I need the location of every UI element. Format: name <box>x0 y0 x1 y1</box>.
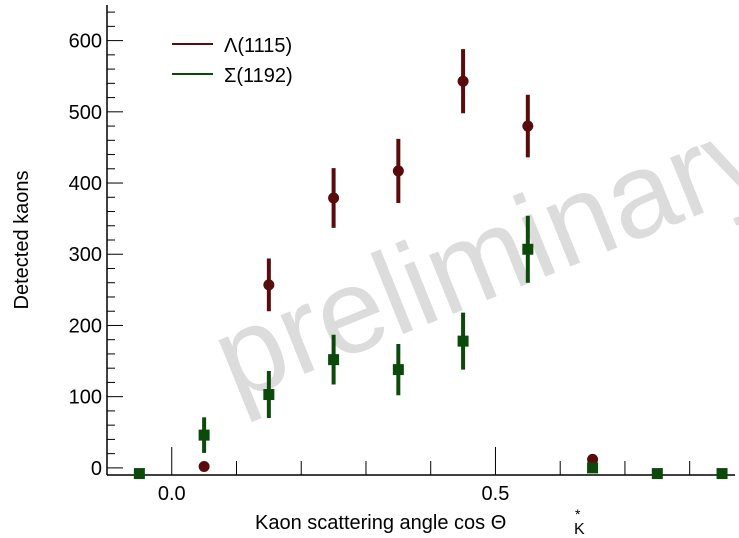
legend: Λ(1115) Σ(1192) <box>172 35 293 87</box>
x-axis-title-main: Kaon scattering angle cos Θ <box>255 512 506 534</box>
data-point-sigma <box>263 389 275 401</box>
y-tick-label: 600 <box>69 31 102 53</box>
data-marks <box>133 49 728 480</box>
data-point-sigma <box>651 468 663 480</box>
data-point-lambda <box>587 453 599 465</box>
legend-label-sigma: Σ(1192) <box>224 65 293 87</box>
y-tick-label: 0 <box>91 458 102 480</box>
data-point-sigma <box>133 468 145 480</box>
data-point-sigma <box>198 429 210 441</box>
data-point-sigma <box>716 468 728 480</box>
data-point-sigma <box>522 243 534 255</box>
y-axis-title: Detected kaons <box>11 171 33 310</box>
y-tick-label: 300 <box>69 244 102 266</box>
data-point-lambda <box>263 279 275 291</box>
data-point-sigma <box>457 335 469 347</box>
x-tick-label: 0.5 <box>482 483 510 505</box>
legend-label-lambda: Λ(1115) <box>224 35 292 57</box>
x-tick-label: 0.0 <box>158 483 186 505</box>
x-axis-title-superscript: * <box>575 506 581 522</box>
x-axis-title: Kaon scattering angle cos Θ <box>255 512 506 534</box>
y-tick-label: 200 <box>69 315 102 337</box>
data-point-sigma <box>392 364 404 376</box>
ticks: 0 100 200 300 400 500 600 0.0 0.5 <box>69 11 691 505</box>
data-point-sigma <box>587 462 599 474</box>
data-point-lambda <box>522 120 534 132</box>
watermark-text: preliminary <box>195 82 739 426</box>
y-tick-label: 500 <box>69 102 102 124</box>
data-point-lambda <box>392 165 404 177</box>
y-tick-label: 100 <box>69 387 102 409</box>
y-tick-label: 400 <box>69 173 102 195</box>
data-point-lambda <box>198 460 210 472</box>
data-point-lambda <box>457 75 469 87</box>
x-axis-title-subscript: K <box>574 521 585 538</box>
data-point-sigma <box>328 354 340 366</box>
data-point-lambda <box>328 192 340 204</box>
